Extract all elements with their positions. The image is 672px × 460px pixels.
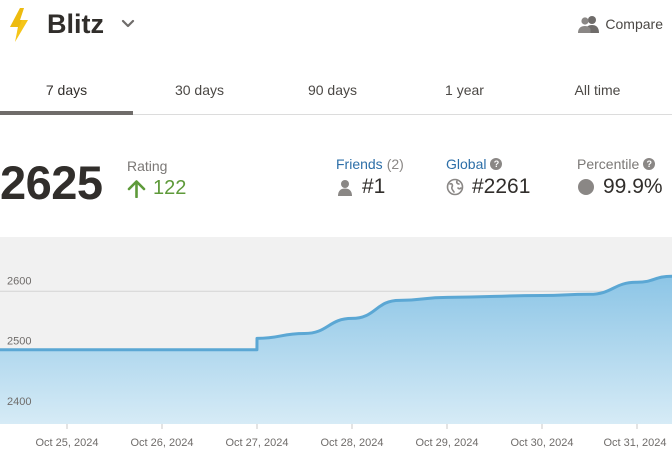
tab-90-days[interactable]: 90 days bbox=[307, 82, 358, 98]
rating-area bbox=[0, 276, 672, 424]
rating-line bbox=[0, 274, 672, 352]
current-rating: 2625 bbox=[0, 156, 103, 209]
x-tick-label: Oct 27, 2024 bbox=[226, 437, 289, 449]
rating-change: 122 bbox=[127, 177, 186, 200]
y-tick-label: 2500 bbox=[7, 336, 31, 348]
x-tick-label: Oct 29, 2024 bbox=[416, 437, 479, 449]
active-tab-indicator bbox=[0, 111, 133, 115]
help-icon[interactable]: ? bbox=[490, 158, 503, 170]
percentile-label: Percentile bbox=[577, 156, 640, 172]
x-tick-label: Oct 30, 2024 bbox=[511, 437, 574, 449]
x-tick-label: Oct 28, 2024 bbox=[321, 437, 384, 449]
tab-30-days[interactable]: 30 days bbox=[174, 82, 225, 98]
lightning-bolt-icon bbox=[10, 8, 28, 42]
global-rank-row: #2261 bbox=[446, 175, 530, 199]
x-tick-label: Oct 26, 2024 bbox=[131, 437, 194, 449]
friends-label-row: Friends (2) bbox=[336, 156, 404, 172]
friends-count: (2) bbox=[386, 156, 404, 172]
percentile-circle-icon bbox=[578, 179, 594, 195]
user-icon bbox=[338, 180, 352, 196]
rating-change-value: 122 bbox=[153, 177, 187, 199]
stats-row: 2625 Rating 122 Friends (2) #1 Global ? bbox=[0, 150, 672, 210]
x-tick-label: Oct 31, 2024 bbox=[604, 437, 667, 449]
tab-1-year[interactable]: 1 year bbox=[445, 82, 484, 98]
percentile-stat[interactable]: Percentile ? 99.9% bbox=[577, 156, 663, 199]
rating-history-chart: 2600 2500 2400 Oct 25, 2024 Oct 26, 2024 Oct… bbox=[0, 237, 672, 449]
time-range-tabs: 7 days 30 days 90 days 1 year All time bbox=[0, 78, 672, 115]
rating-label: Rating bbox=[127, 158, 168, 174]
percentile-value-row: 99.9% bbox=[577, 175, 663, 199]
compare-label: Compare bbox=[605, 16, 663, 32]
global-label: Global bbox=[446, 156, 487, 172]
arrow-up-icon bbox=[127, 179, 146, 198]
users-icon bbox=[578, 16, 600, 33]
friends-label: Friends bbox=[336, 156, 383, 172]
tab-all-time[interactable]: All time bbox=[574, 82, 621, 98]
globe-icon bbox=[446, 178, 464, 196]
global-stat[interactable]: Global ? #2261 bbox=[446, 156, 530, 199]
tab-7-days[interactable]: 7 days bbox=[45, 82, 88, 98]
y-tick-label: 2400 bbox=[7, 396, 31, 408]
friends-rank: #1 bbox=[362, 175, 386, 198]
global-label-row: Global ? bbox=[446, 156, 530, 172]
global-rank: #2261 bbox=[472, 175, 531, 198]
page-title: Blitz bbox=[47, 9, 104, 39]
percentile-value: 99.9% bbox=[603, 175, 663, 198]
compare-button[interactable]: Compare bbox=[578, 15, 663, 33]
y-tick-label: 2600 bbox=[7, 275, 31, 287]
help-icon[interactable]: ? bbox=[643, 158, 656, 170]
friends-stat[interactable]: Friends (2) #1 bbox=[336, 156, 404, 199]
x-tick-label: Oct 25, 2024 bbox=[36, 437, 99, 449]
chevron-down-icon[interactable] bbox=[121, 19, 135, 29]
friends-rank-row: #1 bbox=[336, 175, 404, 199]
percentile-label-row: Percentile ? bbox=[577, 156, 663, 172]
header: Blitz Compare bbox=[0, 0, 672, 56]
